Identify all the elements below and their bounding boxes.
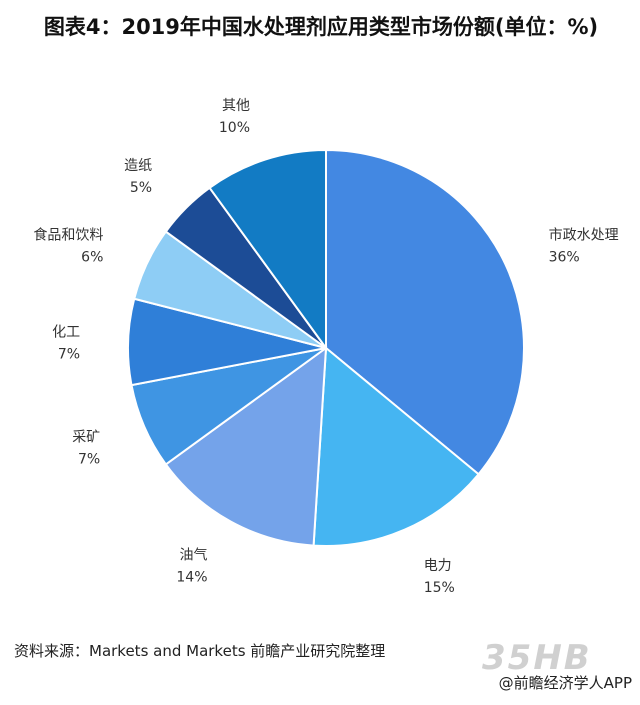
slice-label-2: 油气 (180, 548, 208, 564)
pie-slices (127, 148, 525, 547)
brand-credit: @前瞻经济学人APP (498, 674, 632, 692)
slice-label-5: 食品和饮料 (33, 226, 103, 243)
pie-slice-2 (164, 345, 328, 547)
slice-label-3: 采矿 (72, 430, 100, 446)
pie-chart: 市政水处理 36% 电力 15% 油气 14% 采矿 7% 化工 7% 食品和饮料 6% 造纸 5% 其他 1… (33, 98, 618, 596)
slice-labels: 市政水处理 36% 电力 15% 油气 14% 采矿 7% 化工 7% 食品和饮料 6% 造纸 5% 其他 1… (33, 98, 618, 596)
pie-slice-7 (208, 148, 327, 352)
pie-slice-0 (325, 148, 525, 476)
slice-label-7: 其他 (222, 98, 250, 114)
slice-value-1: 15% (424, 580, 455, 596)
slice-value-4: 7% (58, 346, 80, 362)
slice-value-7: 10% (219, 120, 250, 136)
source-note: 资料来源：Markets and Markets 前瞻产业研究院整理 (14, 642, 386, 660)
slice-label-4: 化工 (52, 324, 80, 340)
slice-label-0: 市政水处理 (549, 226, 619, 243)
slice-label-6: 造纸 (124, 158, 152, 174)
slice-label-1: 电力 (424, 558, 452, 574)
slice-value-5: 6% (81, 249, 103, 265)
slice-value-6: 5% (130, 180, 152, 196)
pie-slice-1 (312, 345, 480, 547)
slice-value-2: 14% (176, 570, 207, 586)
slice-value-0: 36% (549, 249, 580, 265)
chart-title: 图表4：2019年中国水处理剂应用类型市场份额(单位：%) (43, 15, 599, 39)
site-watermark: 35HB (482, 638, 592, 678)
slice-value-3: 7% (78, 452, 100, 468)
